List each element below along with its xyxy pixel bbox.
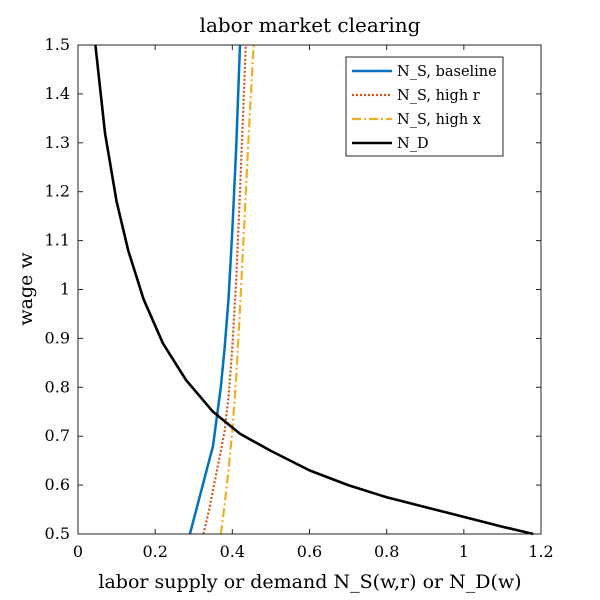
legend-label-3: N_S, high x [397,112,481,128]
legend: N_S, baseline N_S, high r N_S, high x N_D [345,56,504,157]
x-tick-label: 0.6 [297,542,322,561]
x-axis: 0 0.2 0.4 0.6 0.8 1 1.2 [73,45,554,561]
legend-label-1: N_S, baseline [397,64,497,80]
y-tick-label: 1 [60,280,70,299]
legend-box [345,56,504,157]
y-axis: 0.5 0.6 0.7 0.8 0.9 1 1.1 1.2 1.3 1.4 1.5 [45,35,541,543]
x-tick-label: 1 [459,542,469,561]
y-tick-label: 0.6 [45,475,70,494]
chart-title: labor market clearing [200,13,421,37]
series-line-3 [219,44,255,535]
x-tick-label: 0.8 [374,542,399,561]
x-tick-label: 0.2 [142,542,167,561]
y-tick-label: 1.1 [45,231,70,250]
y-tick-label: 0.9 [45,328,70,347]
series-line-4 [94,44,534,536]
x-axis-label: labor supply or demand N_S(w,r) or N_D(w… [98,571,521,593]
series-line-2 [202,44,247,535]
y-tick-label: 1.2 [45,182,70,201]
legend-label-2: N_S, high r [397,88,480,104]
y-tick-label: 0.8 [45,377,70,396]
legend-label-4: N_D [397,136,429,152]
x-tick-label: 1.2 [528,542,553,561]
y-tick-label: 0.5 [45,524,70,543]
y-tick-label: 1.3 [45,133,70,152]
series-line-1 [188,44,242,535]
legend-items: N_S, baseline N_S, high r N_S, high x N_D [352,64,497,152]
x-tick-label: 0.4 [220,542,245,561]
y-tick-label: 1.4 [45,84,70,103]
y-tick-label: 1.5 [45,35,70,54]
y-tick-label: 0.7 [45,426,70,445]
plot-area [94,44,534,536]
x-tick-label: 0 [73,542,83,561]
y-axis-label: wage w [15,252,37,326]
